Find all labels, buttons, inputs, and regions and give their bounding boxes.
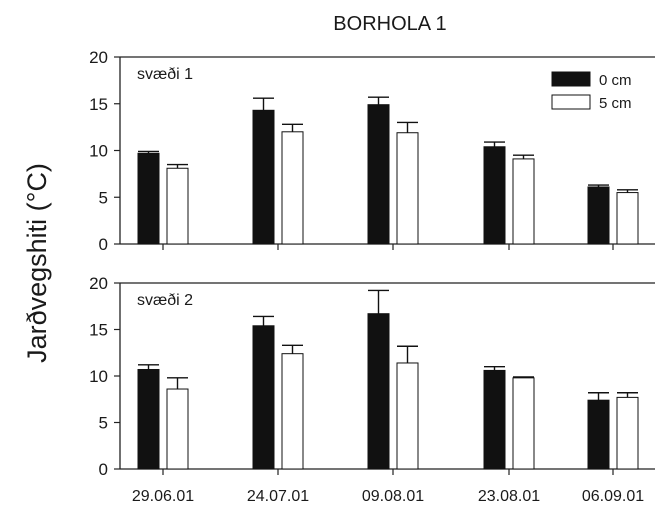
panel-label: svæði 2	[137, 292, 193, 309]
bar-5cm	[166, 167, 189, 245]
legend-label: 5 cm	[599, 95, 632, 112]
bar-5cm	[616, 192, 639, 245]
y-tick-label: 5	[99, 188, 108, 207]
bar-5cm	[281, 131, 304, 245]
chart-title: BORHOLA 1	[333, 13, 446, 35]
x-tick-label: 24.07.01	[247, 488, 309, 505]
bar-0cm	[252, 109, 275, 245]
bar-5cm	[512, 158, 535, 245]
bar-5cm	[166, 388, 189, 470]
y-tick-label: 20	[89, 274, 108, 293]
legend-swatch-0cm	[551, 71, 591, 87]
bar-5cm	[396, 132, 419, 245]
bar-5cm	[396, 362, 419, 470]
bar-0cm	[252, 325, 275, 470]
legend-label: 0 cm	[599, 72, 632, 89]
bar-0cm	[137, 368, 160, 470]
x-tick-label: 23.08.01	[478, 488, 540, 505]
y-axis-label: Jarðvegshiti (°C)	[22, 163, 52, 363]
bar-0cm	[137, 152, 160, 245]
y-tick-label: 10	[89, 142, 108, 161]
bar-0cm	[367, 104, 390, 245]
y-tick-label: 5	[99, 414, 108, 433]
y-tick-label: 15	[89, 321, 108, 340]
x-tick-label: 29.06.01	[132, 488, 194, 505]
bar-0cm	[587, 399, 610, 470]
legend: 0 cm 5 cm	[551, 71, 632, 112]
bar-0cm	[483, 369, 506, 470]
y-tick-label: 0	[99, 235, 108, 254]
panel-label: svæði 1	[137, 66, 193, 83]
bar-5cm	[281, 353, 304, 470]
bar-0cm	[367, 313, 390, 470]
y-tick-label: 0	[99, 460, 108, 479]
y-tick-label: 20	[89, 48, 108, 67]
bar-5cm	[616, 396, 639, 470]
x-tick-label: 06.09.01	[582, 488, 644, 505]
chart-panel-1: 0 5 10 15 20 svæði 1 0 cm 5 cm	[89, 48, 655, 254]
bar-0cm	[483, 146, 506, 245]
bar-0cm	[587, 186, 610, 245]
chart-panel-2: 0 5 10 15 20 svæði 2 29.06.01 24.07.01 09.08.01 2…	[89, 274, 655, 505]
legend-swatch-5cm	[551, 94, 591, 110]
bar-5cm	[512, 377, 535, 470]
y-tick-label: 10	[89, 367, 108, 386]
x-tick-label: 09.08.01	[362, 488, 424, 505]
y-tick-label: 15	[89, 95, 108, 114]
